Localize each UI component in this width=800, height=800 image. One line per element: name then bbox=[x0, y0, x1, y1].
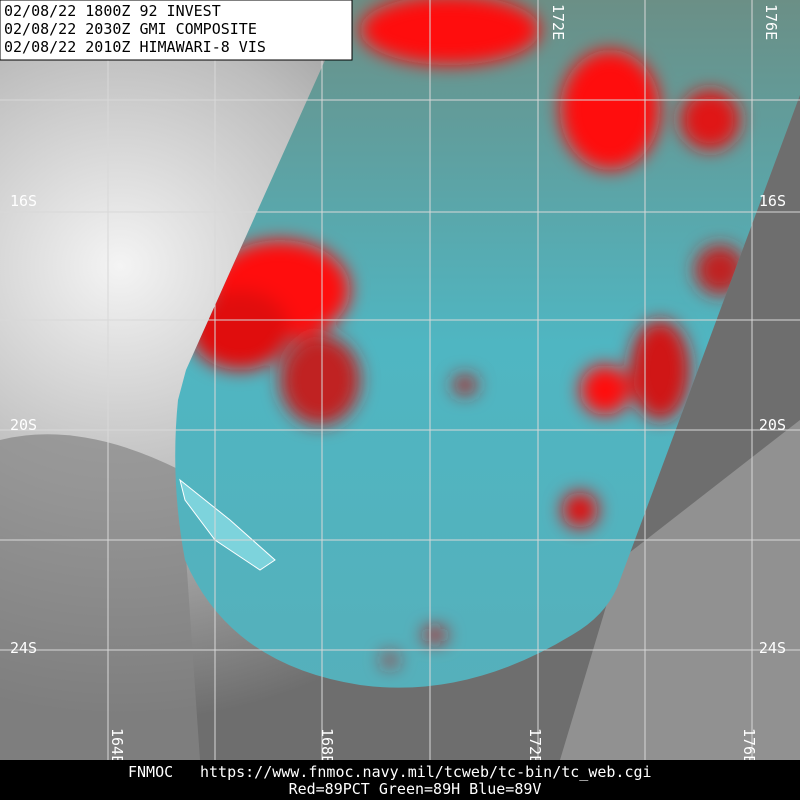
cloud-field bbox=[560, 420, 800, 760]
footer-channels: Red=89PCT Green=89H Blue=89V bbox=[289, 780, 542, 798]
latitude-label: 24S bbox=[759, 639, 786, 657]
header-line: 02/08/22 2010Z HIMAWARI-8 VIS bbox=[4, 38, 266, 56]
longitude-label: 172E bbox=[549, 4, 567, 40]
longitude-label: 168E bbox=[318, 728, 336, 764]
latitude-label: 20S bbox=[10, 416, 37, 434]
latitude-label: 24S bbox=[10, 639, 37, 657]
latitude-label: 20S bbox=[759, 416, 786, 434]
longitude-label: 176E bbox=[740, 728, 758, 764]
header-line: 02/08/22 1800Z 92 INVEST bbox=[4, 2, 221, 20]
longitude-label: 176E bbox=[762, 4, 780, 40]
header-line: 02/08/22 2030Z GMI COMPOSITE bbox=[4, 20, 257, 38]
microwave-swath bbox=[175, 0, 800, 688]
latitude-label: 16S bbox=[759, 192, 786, 210]
footer-source: FNMOC bbox=[128, 763, 173, 781]
island bbox=[179, 478, 276, 571]
convection bbox=[190, 0, 745, 667]
grid bbox=[0, 0, 800, 760]
cloud-field bbox=[0, 434, 200, 760]
latitude-label: 16S bbox=[10, 192, 37, 210]
longitude-label: 164E bbox=[108, 728, 126, 764]
footer-url: https://www.fnmoc.navy.mil/tcweb/tc-bin/… bbox=[200, 763, 652, 781]
footer-bar bbox=[0, 760, 800, 800]
header-box bbox=[0, 0, 353, 61]
longitude-label: 172E bbox=[526, 728, 544, 764]
